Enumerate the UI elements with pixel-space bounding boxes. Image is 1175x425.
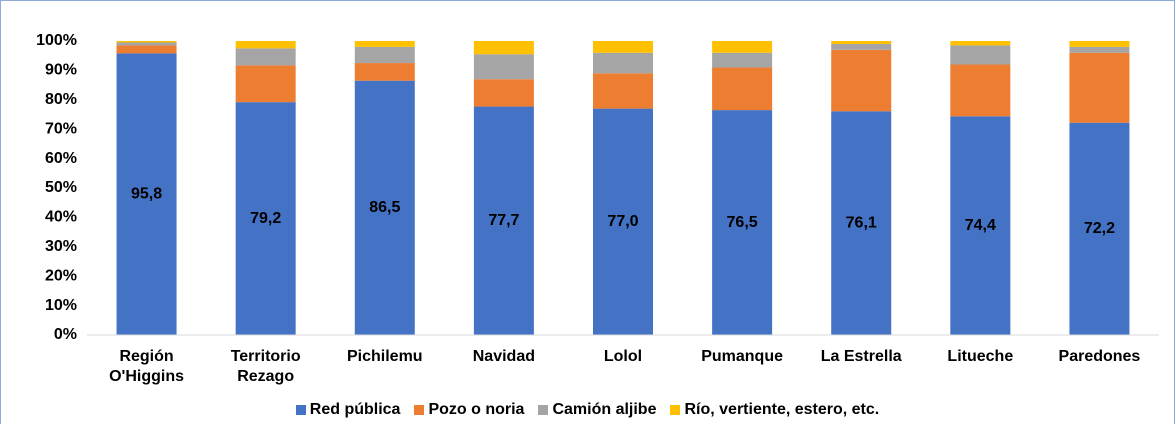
bar-segment (354, 46, 415, 64)
legend-label: Red pública (309, 401, 401, 418)
x-tick-label: Territorio Rezago (230, 348, 301, 385)
legend-swatch (414, 405, 425, 415)
value-label: 76,5 (727, 214, 758, 231)
x-tick-label: Región O'Higgins (109, 348, 185, 385)
bar-segment (473, 41, 534, 55)
bar-segment (354, 80, 415, 335)
x-tick-label: Lolol (603, 348, 643, 365)
bar-segment (950, 45, 1011, 65)
bar-segment (235, 48, 296, 66)
x-tick-label: La Estrella (820, 348, 902, 365)
bar-segment (1069, 46, 1130, 53)
y-tick-label: 90% (45, 62, 77, 79)
legend-label: Camión aljibe (552, 401, 657, 418)
legend-item: Río, vertiente, estero, etc. (670, 401, 879, 419)
bar-segment (116, 45, 177, 54)
bar-segment (950, 64, 1011, 117)
bar-segment (593, 108, 653, 336)
bar-segment (116, 41, 177, 43)
bar-segment (235, 65, 296, 103)
bar-segment (831, 41, 892, 44)
y-tick-label: 70% (45, 120, 77, 137)
bar-segment (235, 102, 296, 335)
value-label: 79,2 (250, 210, 281, 227)
bar-segment (593, 41, 653, 53)
y-tick-label: 40% (45, 209, 77, 226)
bar-segment (712, 67, 773, 111)
y-tick-label: 20% (45, 267, 77, 284)
legend: Red pública Pozo o noria Camión aljibe Río,… (1, 401, 1174, 419)
y-tick-label: 100% (36, 32, 77, 49)
legend-swatch (670, 405, 681, 415)
bar-segment (235, 41, 296, 49)
value-label: 86,5 (369, 199, 400, 216)
bar-segment (712, 110, 773, 335)
x-tick-label: Navidad (472, 348, 535, 365)
x-tick-label: Pumanque (701, 348, 783, 365)
legend-swatch (538, 405, 549, 415)
legend-item: Camión aljibe (538, 401, 656, 419)
y-tick-label: 30% (45, 238, 77, 255)
value-label: 72,2 (1084, 220, 1115, 237)
bar-segment (593, 52, 653, 74)
legend-item: Pozo o noria (414, 401, 524, 419)
bar-segment (116, 53, 177, 336)
y-tick-label: 80% (45, 91, 77, 108)
legend-swatch (295, 405, 306, 415)
bar-segment (1069, 52, 1130, 123)
bar-segment (354, 41, 415, 47)
bar-segment (950, 116, 1011, 335)
bar-segment (1069, 41, 1130, 47)
legend-label: Río, vertiente, estero, etc. (684, 401, 880, 418)
bar-segment (354, 63, 415, 81)
value-label: 77,7 (488, 212, 519, 229)
bar-segment (473, 54, 534, 80)
bar-segment (116, 42, 177, 46)
bar-segment (1069, 122, 1130, 336)
y-tick-label: 0% (54, 326, 77, 343)
value-label: 95,8 (131, 185, 162, 202)
y-tick-label: 50% (45, 179, 77, 196)
x-tick-label: Paredones (1058, 348, 1141, 365)
bar-segment (473, 79, 534, 107)
x-tick-label: Litueche (947, 348, 1014, 365)
legend-item: Red pública (295, 401, 401, 419)
bar-segment (593, 73, 653, 109)
bar-segment (831, 43, 892, 50)
legend-label: Pozo o noria (428, 401, 525, 418)
value-label: 74,4 (965, 217, 996, 234)
y-tick-label: 10% (45, 297, 77, 314)
y-tick-label: 60% (45, 150, 77, 167)
bar-segment (712, 52, 773, 68)
bar-segment (473, 106, 534, 335)
x-tick-label: Pichilemu (346, 348, 423, 365)
bar-segment (831, 49, 892, 112)
bar-segment (950, 41, 1011, 46)
value-label: 76,1 (846, 214, 877, 231)
value-label: 77,0 (607, 213, 638, 230)
bar-segment (831, 111, 892, 336)
bar-segment (712, 41, 773, 53)
